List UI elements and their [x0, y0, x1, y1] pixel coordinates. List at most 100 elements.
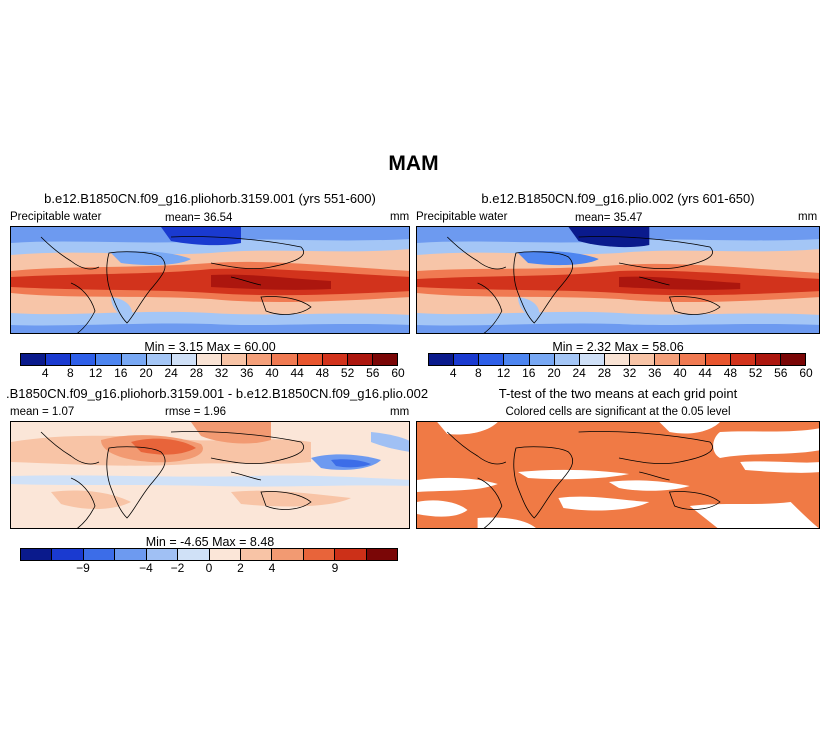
colorbar-tick-label: 20 [547, 366, 561, 380]
colorbar-tick-label: 32 [214, 366, 229, 380]
colorbar-swatch [52, 549, 84, 560]
colorbar-swatch [209, 549, 241, 560]
panel3-map [10, 421, 410, 529]
colorbar-tick-label: 52 [748, 366, 763, 380]
colorbar-tick-label: −2 [170, 561, 185, 575]
colorbar-swatch [121, 354, 147, 365]
colorbar-tick-label: 8 [475, 366, 482, 380]
colorbar-swatch [366, 549, 398, 560]
panel1-units: mm [390, 211, 410, 223]
colorbar-tick-label: 40 [265, 366, 279, 380]
panel1-map [10, 226, 410, 334]
colorbar-tick-label: 48 [723, 366, 738, 380]
colorbar-swatch [178, 549, 210, 560]
colorbar-swatch [196, 354, 223, 365]
colorbar-tick-label: 52 [340, 366, 355, 380]
colorbar-swatch [272, 354, 298, 365]
colorbar-tick-label: 28 [189, 366, 204, 380]
panel4-map-graphic [417, 422, 819, 528]
colorbar-swatch [730, 354, 756, 365]
colorbar-swatch [46, 354, 72, 365]
colorbar-tick-label: 44 [698, 366, 712, 380]
panel3-units: mm [390, 406, 410, 418]
colorbar-tick-label: 36 [240, 366, 254, 380]
panel4-title: T-test of the two means at each grid poi… [498, 386, 738, 401]
colorbar-swatch [579, 354, 605, 365]
panel3-colorbar [20, 548, 398, 561]
panel2-minmax: Min = 2.32 Max = 58.06 [552, 340, 684, 354]
colorbar-tick-label: 16 [522, 366, 536, 380]
colorbar-tick-label: 32 [622, 366, 637, 380]
panel3-colorbar-labels: −9 −4 −2 0 2 4 9 [20, 561, 398, 577]
colorbar-tick-label: 56 [774, 366, 788, 380]
colorbar-swatch [429, 354, 455, 365]
colorbar-tick-label: 9 [331, 561, 339, 575]
colorbar-swatch [322, 354, 348, 365]
colorbar-swatch [504, 354, 530, 365]
colorbar-tick-label: 4 [268, 561, 276, 575]
colorbar-tick-label: 60 [799, 366, 813, 380]
panel1-colorbar-labels: 4 8 12 16 20 24 28 32 36 40 44 48 52 56 60 [20, 366, 405, 382]
colorbar-swatch [347, 354, 373, 365]
panel1-title: b.e12.B1850CN.f09_g16.pliohorb.3159.001 … [44, 191, 376, 206]
colorbar-swatch [780, 354, 806, 365]
colorbar-swatch [83, 549, 116, 560]
panel3-rmse: rmse = 1.96 [165, 406, 227, 418]
colorbar-swatch [297, 354, 323, 365]
colorbar-tick-label: 4 [449, 366, 457, 380]
colorbar-tick-label: 48 [315, 366, 330, 380]
panel4-map [416, 421, 820, 529]
colorbar-swatch [171, 354, 197, 365]
panel3-map-graphic [11, 422, 409, 528]
colorbar-tick-label: 4 [41, 366, 49, 380]
colorbar-tick-label: 16 [114, 366, 128, 380]
colorbar-swatch [71, 354, 97, 365]
panel2-map-graphic [417, 227, 819, 333]
page-title: MAM [388, 152, 439, 175]
colorbar-swatch [115, 549, 147, 560]
panel1-minmax: Min = 3.15 Max = 60.00 [144, 340, 276, 354]
colorbar-swatch [454, 354, 480, 365]
panel4-subtitle: Colored cells are significant at the 0.0… [505, 406, 731, 418]
colorbar-tick-label: 36 [648, 366, 662, 380]
colorbar-swatch [222, 354, 248, 365]
panel3-minmax: Min = -4.65 Max = 8.48 [145, 535, 275, 549]
colorbar-swatch [479, 354, 505, 365]
colorbar-tick-label: 28 [597, 366, 612, 380]
colorbar-swatch [240, 549, 273, 560]
colorbar-tick-label: 44 [290, 366, 304, 380]
colorbar-tick-label: 12 [496, 366, 511, 380]
colorbar-tick-label: 24 [572, 366, 586, 380]
colorbar-swatch [21, 549, 53, 560]
panel1-map-graphic [11, 227, 409, 333]
colorbar-swatch [335, 549, 367, 560]
panel2-colorbar-labels: 4 8 12 16 20 24 28 32 36 40 44 48 52 56 60 [428, 366, 813, 382]
colorbar-swatch [372, 354, 398, 365]
panel1-colorbar [20, 353, 398, 366]
colorbar-tick-label: 8 [67, 366, 74, 380]
colorbar-swatch [21, 354, 47, 365]
colorbar-tick-label: 24 [164, 366, 178, 380]
colorbar-swatch [247, 354, 273, 365]
colorbar-tick-label: 0 [205, 561, 213, 575]
colorbar-swatch [655, 354, 681, 365]
panel3-mean: mean = 1.07 [10, 406, 75, 418]
colorbar-swatch [146, 549, 179, 560]
colorbar-swatch [529, 354, 555, 365]
panel2-map [416, 226, 820, 334]
colorbar-swatch [630, 354, 656, 365]
panel1-mean: mean= 36.54 [165, 212, 233, 224]
panel2-units: mm [798, 211, 818, 223]
colorbar-swatch [705, 354, 731, 365]
colorbar-tick-label: 56 [366, 366, 380, 380]
colorbar-tick-label: 12 [88, 366, 103, 380]
colorbar-swatch [146, 354, 172, 365]
colorbar-swatch [554, 354, 580, 365]
colorbar-swatch [755, 354, 781, 365]
colorbar-tick-label: −4 [139, 561, 153, 575]
colorbar-swatch [96, 354, 122, 365]
colorbar-tick-label: 60 [391, 366, 405, 380]
panel1-variable-label: Precipitable water [10, 211, 102, 223]
colorbar-tick-label: 20 [139, 366, 153, 380]
colorbar-tick-label: 2 [237, 561, 244, 575]
